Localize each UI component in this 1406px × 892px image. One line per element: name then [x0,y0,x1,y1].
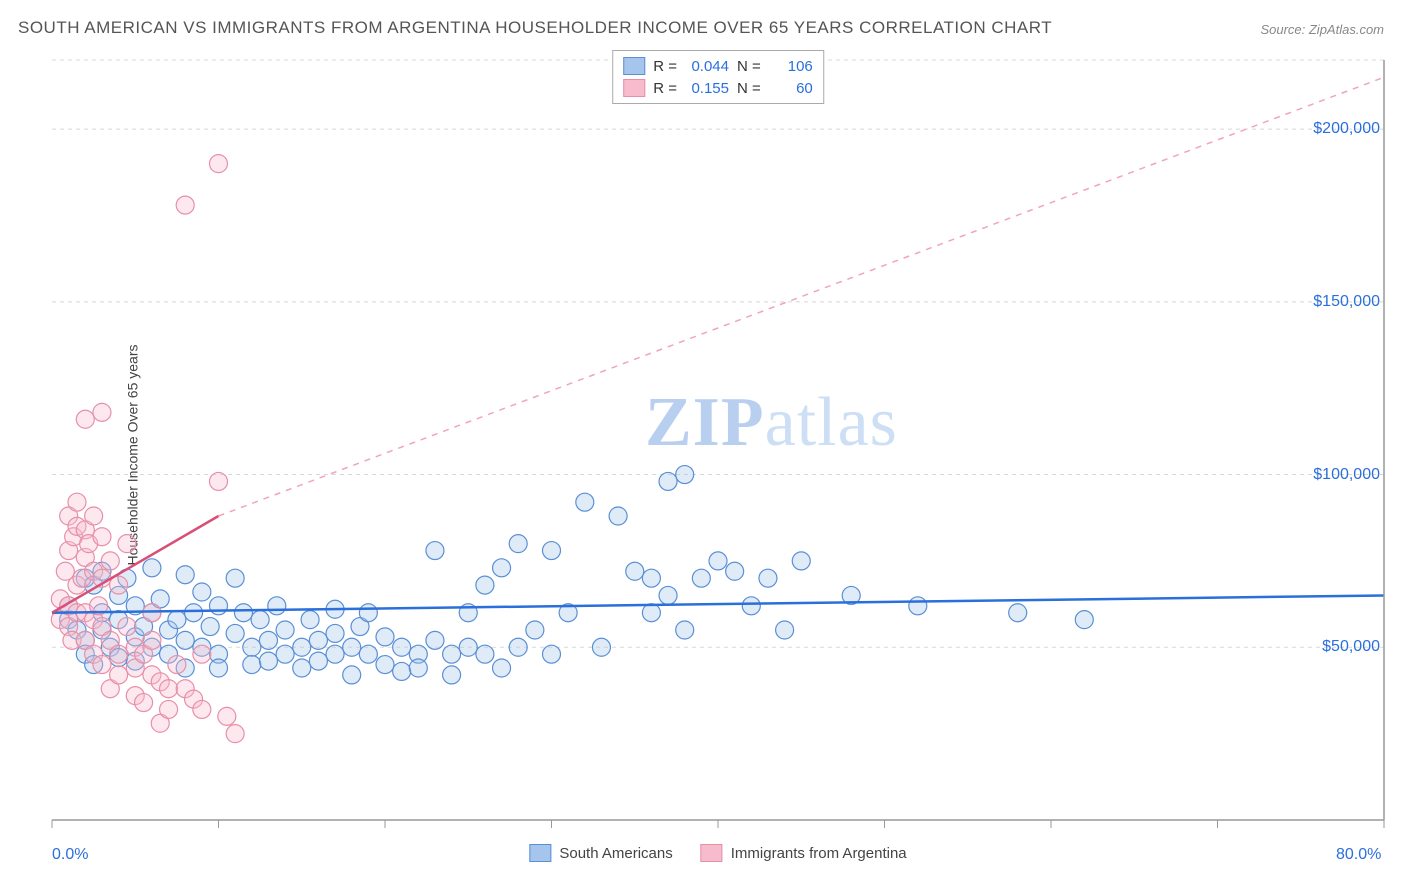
y-tick-label: $200,000 [1313,120,1380,138]
source-label: Source: ZipAtlas.com [1260,22,1384,37]
legend-n-label: N = [737,80,761,97]
legend-swatch-0 [623,57,645,75]
legend-swatch-1 [623,79,645,97]
y-tick-label: $150,000 [1313,293,1380,311]
x-tick-label: 80.0% [1336,846,1381,864]
x-tick-label: 0.0% [52,846,88,864]
legend-label-1: Immigrants from Argentina [731,845,907,862]
legend-r-1: 0.155 [685,80,729,97]
legend-item-0: South Americans [529,844,672,862]
legend-r-label: R = [653,58,677,75]
legend-label-0: South Americans [559,845,672,862]
y-tick-label: $50,000 [1322,638,1380,656]
plot-area: Householder Income Over 65 years ZIPatla… [50,50,1386,860]
series-legend: South Americans Immigrants from Argentin… [529,844,906,862]
legend-item-1: Immigrants from Argentina [701,844,907,862]
legend-n-label: N = [737,58,761,75]
legend-row-0: R = 0.044 N = 106 [623,55,813,77]
legend-r-0: 0.044 [685,58,729,75]
correlation-legend: R = 0.044 N = 106 R = 0.155 N = 60 [612,50,824,104]
y-tick-label: $100,000 [1313,466,1380,484]
legend-r-label: R = [653,80,677,97]
legend-swatch-icon [701,844,723,862]
chart-svg [50,50,1386,860]
legend-n-0: 106 [769,58,813,75]
chart-title: SOUTH AMERICAN VS IMMIGRANTS FROM ARGENT… [18,18,1052,38]
legend-swatch-icon [529,844,551,862]
legend-row-1: R = 0.155 N = 60 [623,77,813,99]
legend-n-1: 60 [769,80,813,97]
